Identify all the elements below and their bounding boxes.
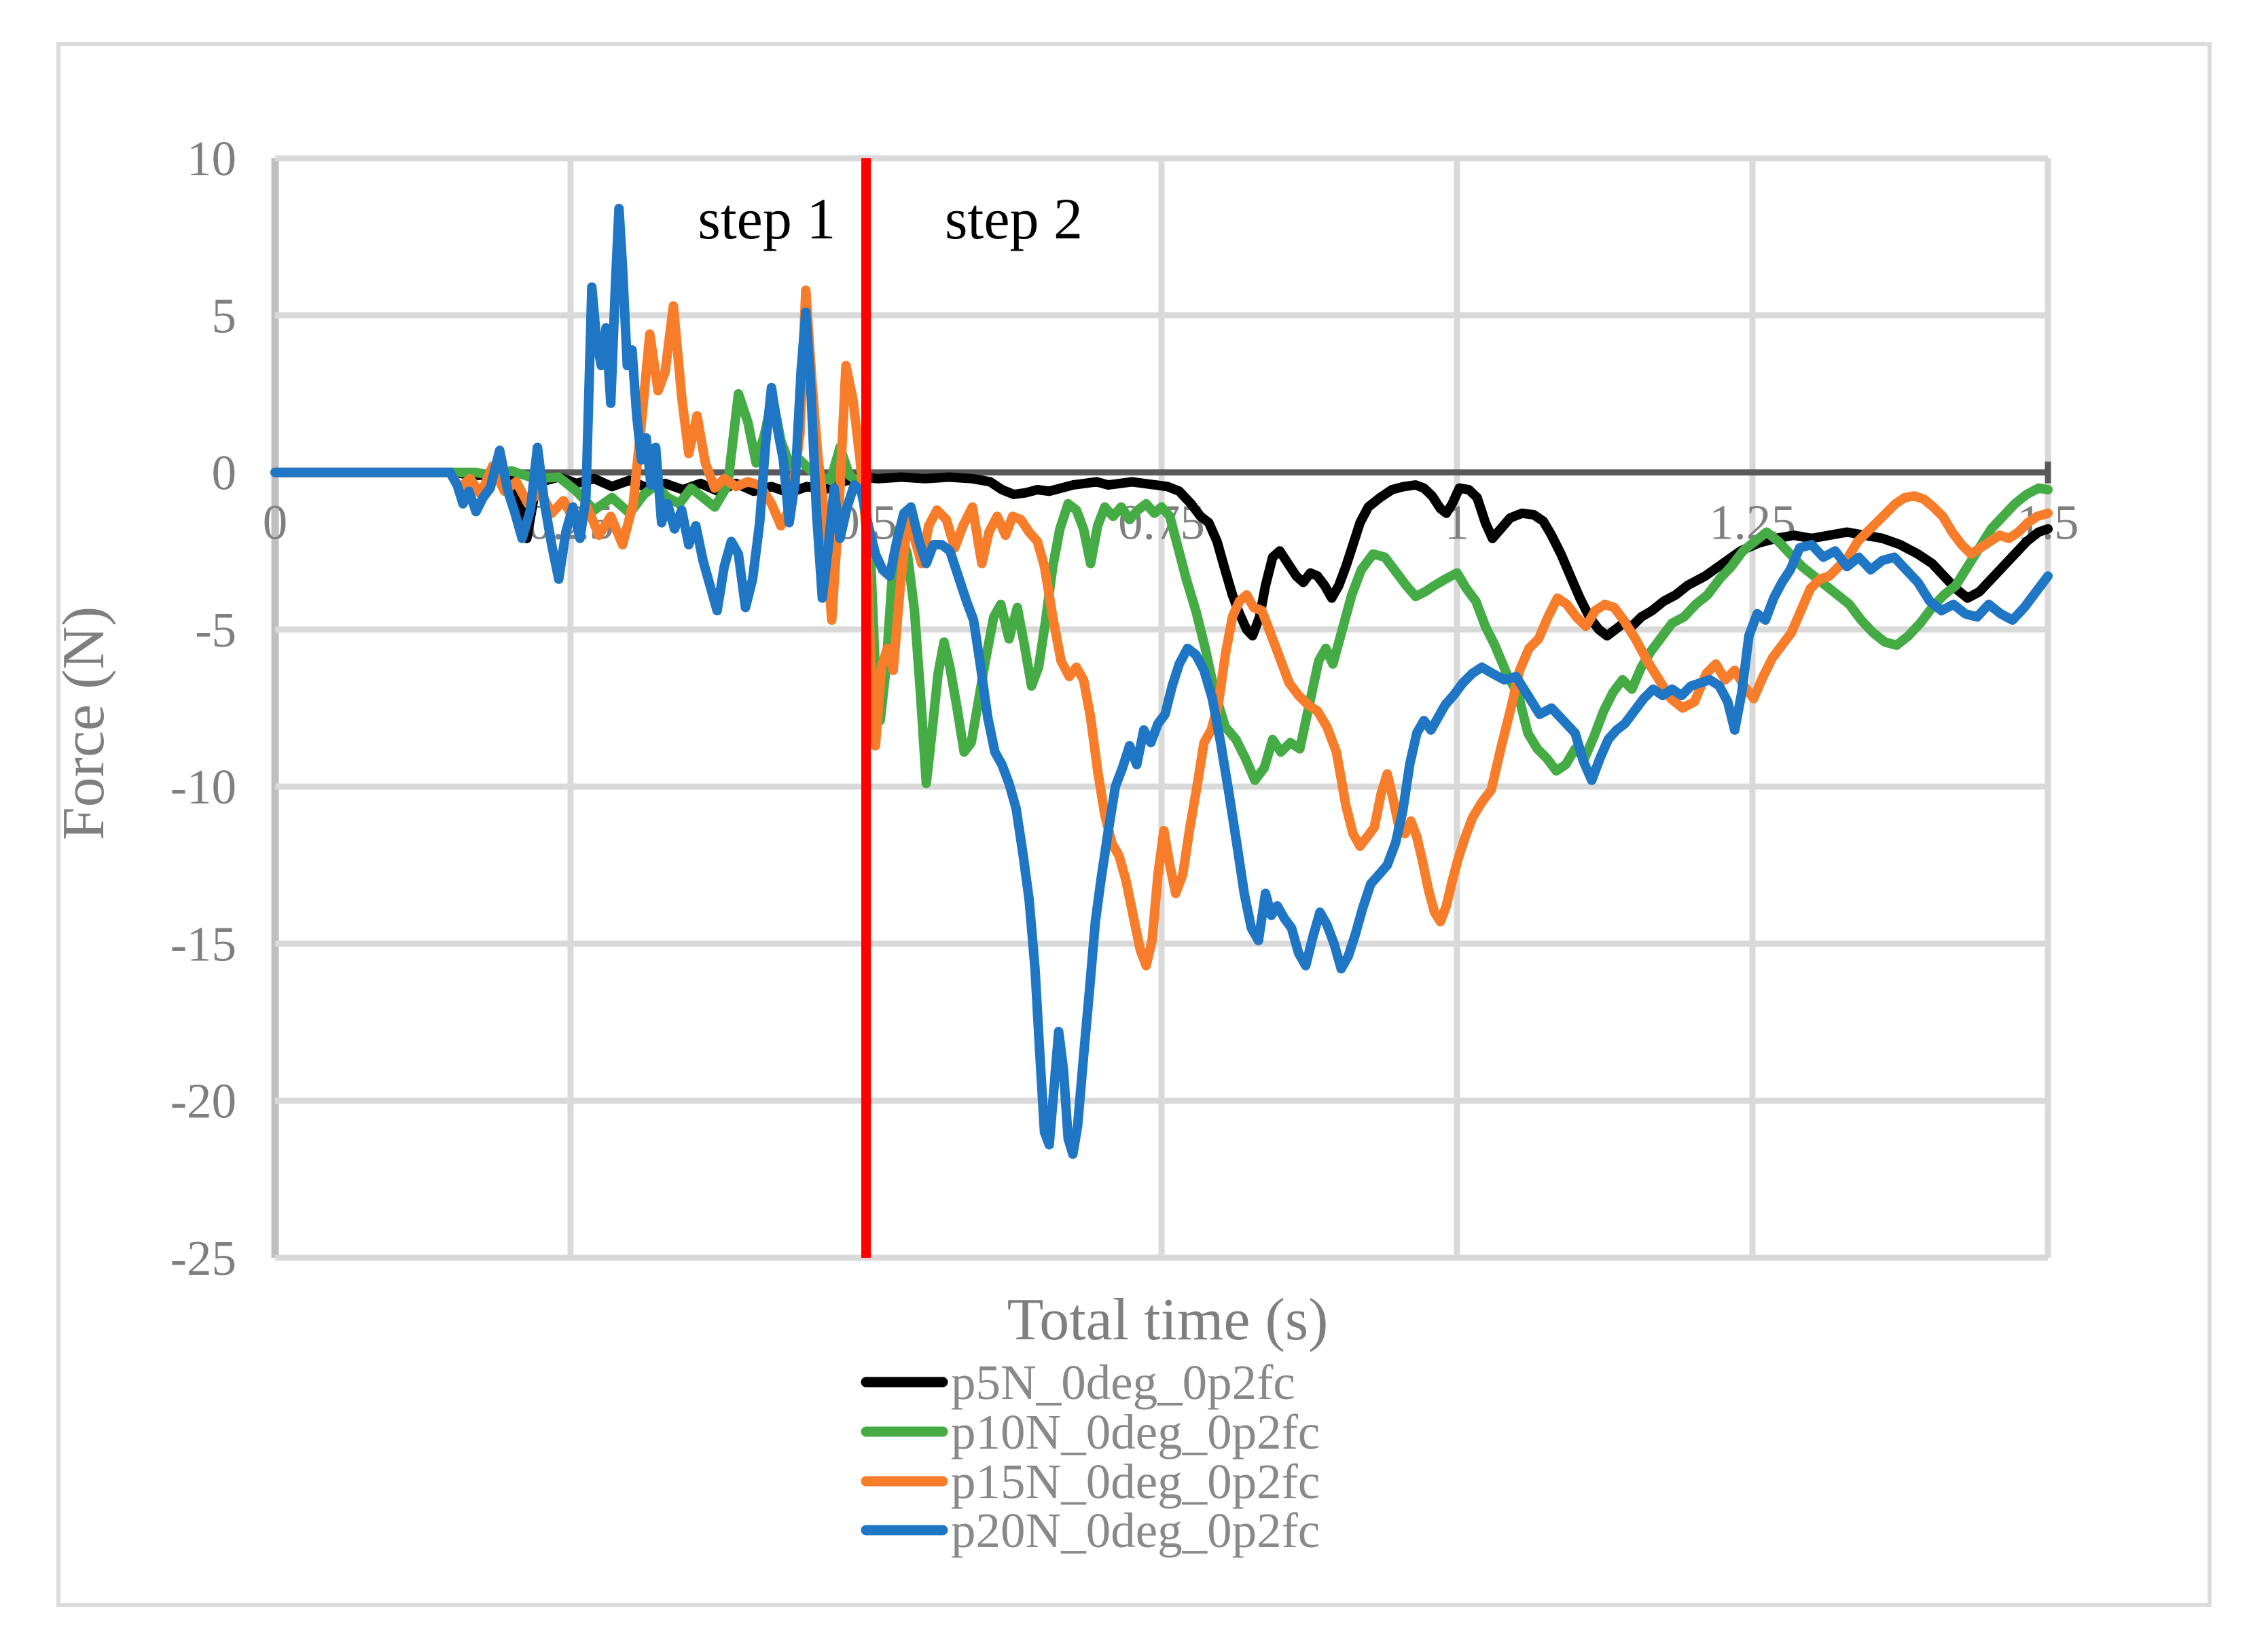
- legend-item-p5N_0deg_0p2fc: p5N_0deg_0p2fc: [861, 1355, 1295, 1410]
- x-tick-label: 0: [263, 495, 288, 550]
- y-tick-label: 0: [212, 446, 237, 501]
- annotation-step-2: step 2: [945, 186, 1083, 251]
- y-tick-label: -15: [170, 916, 236, 971]
- zero-axis-line: [275, 461, 2051, 484]
- legend-item-p10N_0deg_0p2fc: p10N_0deg_0p2fc: [861, 1405, 1320, 1460]
- legend-label: p10N_0deg_0p2fc: [951, 1405, 1320, 1460]
- figure-border-rect: [56, 42, 2212, 1607]
- legend-label: p5N_0deg_0p2fc: [951, 1355, 1295, 1410]
- figure-border: [56, 42, 2212, 1607]
- y-tick-label: -5: [195, 602, 236, 657]
- y-axis-title: Force (N): [51, 606, 117, 841]
- series-lines: [270, 204, 2053, 1159]
- legend: p5N_0deg_0p2fcp10N_0deg_0p2fcp15N_0deg_0…: [861, 1355, 1320, 1558]
- y-tick-label: -25: [170, 1231, 236, 1286]
- axis-titles: Total time (s) Force (N): [51, 606, 1328, 1353]
- step-annotations: step 1 step 2: [698, 186, 1083, 251]
- series-line-p5N_0deg_0p2fc: [270, 467, 2053, 641]
- annotation-step-1: step 1: [698, 186, 835, 251]
- y-tick-label: 10: [187, 131, 236, 186]
- x-axis-title: Total time (s): [1007, 1287, 1329, 1353]
- series-line-p15N_0deg_0p2fc: [270, 285, 2053, 971]
- legend-item-p15N_0deg_0p2fc: p15N_0deg_0p2fc: [861, 1454, 1320, 1509]
- series-line-p20N_0deg_0p2fc: [270, 204, 2053, 1159]
- legend-label: p15N_0deg_0p2fc: [951, 1454, 1320, 1509]
- y-tick-label: -10: [170, 759, 236, 814]
- legend-label: p20N_0deg_0p2fc: [951, 1503, 1320, 1558]
- gridlines: [271, 155, 2051, 1261]
- y-tick-label: 5: [212, 288, 237, 343]
- y-tick-label: -20: [170, 1074, 236, 1129]
- legend-item-p20N_0deg_0p2fc: p20N_0deg_0p2fc: [861, 1503, 1320, 1558]
